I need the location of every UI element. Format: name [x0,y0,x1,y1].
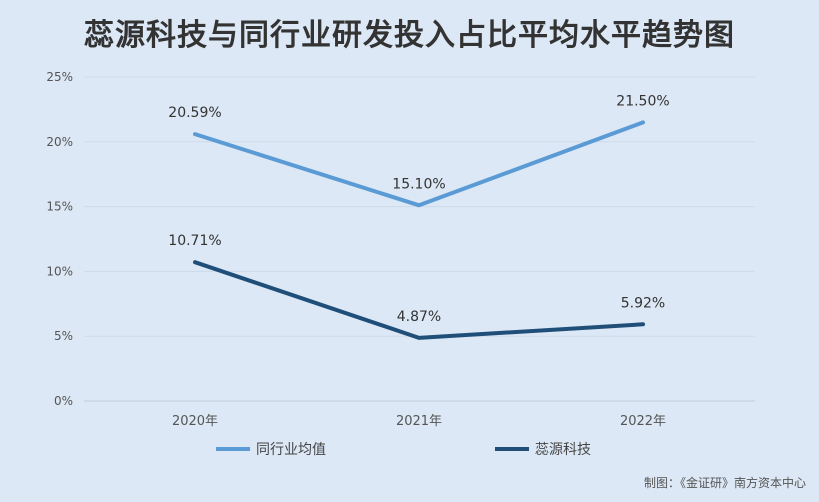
y-tick-label: 5% [54,329,73,343]
y-tick-label: 25% [46,70,73,84]
x-tick-label: 2022年 [620,414,666,429]
data-label: 15.10% [392,176,445,192]
data-label: 21.50% [616,93,669,109]
data-label: 10.71% [168,233,221,249]
data-label: 4.87% [397,309,441,325]
credit-text: 制图：《金证研》南方资本中心 [643,476,806,490]
data-label: 5.92% [621,295,665,311]
series-line-2 [193,260,645,340]
x-tick-label: 2021年 [396,414,442,429]
series-line-1 [193,120,645,208]
legend-label: 同行业均值 [256,442,326,458]
legend-label: 蕊源科技 [535,442,591,458]
chart-title: 蕊源科技与同行业研发投入占比平均水平趋势图 [84,18,735,53]
y-tick-label: 0% [54,394,73,408]
y-tick-label: 10% [46,264,73,278]
data-label: 20.59% [168,105,221,121]
y-tick-label: 15% [46,200,73,214]
y-tick-label: 20% [46,135,73,149]
x-tick-label: 2020年 [172,414,218,429]
